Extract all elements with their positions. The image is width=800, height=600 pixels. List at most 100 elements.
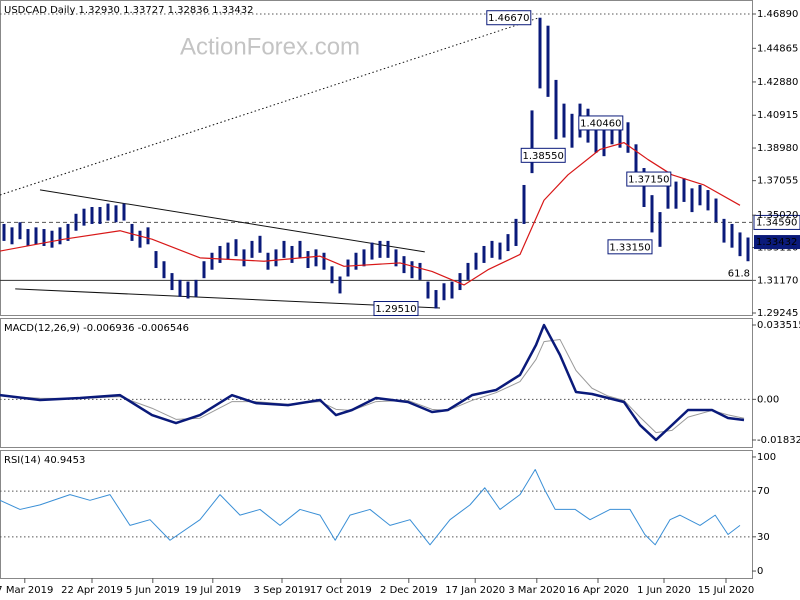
price-bar bbox=[402, 256, 406, 274]
price-bar bbox=[186, 281, 190, 299]
price-bar bbox=[146, 227, 150, 245]
y-tick-label: 1.38980 bbox=[757, 143, 798, 154]
price-bar bbox=[114, 205, 118, 223]
price-bar bbox=[130, 223, 134, 241]
annotation-label: 1.46670 bbox=[488, 13, 529, 24]
price-bar bbox=[490, 240, 494, 258]
price-bar bbox=[714, 198, 718, 223]
price-bar bbox=[722, 218, 726, 243]
price-bar bbox=[346, 259, 350, 277]
series-line bbox=[0, 469, 741, 546]
price-bar bbox=[82, 208, 86, 226]
price-bar bbox=[602, 122, 606, 157]
price-bar bbox=[570, 113, 574, 148]
x-tick-label: 19 Jul 2019 bbox=[184, 585, 241, 596]
price-bar bbox=[418, 262, 422, 280]
price-bar bbox=[90, 207, 94, 224]
title-bg bbox=[2, 3, 6, 4]
x-tick-label: 7 Mar 2019 bbox=[0, 585, 53, 596]
price-bar bbox=[450, 281, 454, 299]
price-bar bbox=[674, 181, 678, 209]
price-bar bbox=[410, 261, 414, 279]
y-tick-label: 1.29245 bbox=[757, 308, 798, 319]
annotation-label: 1.29510 bbox=[375, 304, 416, 315]
price-bar bbox=[362, 249, 366, 267]
title-bg bbox=[2, 453, 6, 454]
price-bar bbox=[250, 240, 254, 258]
y-tick-label: -0.018324 bbox=[757, 435, 800, 446]
price-bar bbox=[546, 25, 550, 97]
price-bar bbox=[434, 290, 438, 309]
price-bar bbox=[306, 251, 310, 269]
price-bar bbox=[642, 168, 646, 208]
price-bar bbox=[18, 222, 22, 240]
annotation-label: 1.33150 bbox=[609, 242, 650, 253]
price-bar bbox=[258, 235, 262, 253]
x-tick-label: 5 Jun 2019 bbox=[126, 585, 180, 596]
x-tick-label: 1 Jun 2020 bbox=[637, 585, 691, 596]
x-tick-label: 15 Jul 2020 bbox=[698, 585, 755, 596]
annotation-label: 1.40460 bbox=[580, 118, 621, 129]
price-bar bbox=[330, 266, 334, 284]
x-tick-label: 2 Dec 2019 bbox=[380, 585, 438, 596]
price-bar bbox=[738, 232, 742, 257]
panel-title: MACD(12,26,9) -0.006936 -0.006546 bbox=[4, 323, 189, 334]
price-bar bbox=[442, 283, 446, 301]
price-bar bbox=[74, 213, 78, 231]
price-bar bbox=[322, 252, 326, 270]
price-bar bbox=[658, 212, 662, 247]
title-bg bbox=[2, 321, 6, 322]
y-tick-label: 70 bbox=[757, 486, 770, 497]
price-bar bbox=[122, 203, 126, 221]
x-tick-label: 17 Oct 2019 bbox=[310, 585, 372, 596]
price-bar bbox=[610, 123, 614, 145]
y-tick-label: 0 bbox=[757, 566, 763, 577]
series-line bbox=[0, 338, 745, 434]
panel-title: USDCAD Daily 1.32930 1.33727 1.32836 1.3… bbox=[4, 5, 254, 16]
price-bar bbox=[426, 281, 430, 299]
price-bar bbox=[466, 262, 470, 280]
annotation-label: 1.38550 bbox=[523, 151, 564, 162]
price-bar bbox=[290, 245, 294, 263]
price-bar bbox=[282, 240, 286, 258]
price-bar bbox=[618, 117, 622, 148]
price-bar bbox=[530, 110, 534, 174]
trendline bbox=[15, 288, 441, 309]
price-bar bbox=[482, 245, 486, 263]
y-tick-label: 1.37055 bbox=[757, 176, 798, 187]
annotation-box bbox=[578, 115, 624, 131]
price-bar bbox=[106, 203, 110, 221]
price-bar bbox=[314, 249, 318, 267]
price-bar bbox=[154, 251, 158, 269]
y-tick-label: 1.31170 bbox=[757, 275, 798, 286]
price-bar bbox=[354, 252, 358, 270]
last-price-label: 1.33432 bbox=[756, 237, 797, 248]
price-bar bbox=[170, 273, 174, 291]
y-tick-label: 30 bbox=[757, 532, 770, 543]
x-tick-label: 17 Jan 2020 bbox=[445, 585, 505, 596]
price-bar bbox=[178, 279, 182, 297]
y-tick-label: 1.40915 bbox=[757, 110, 798, 121]
price-bar bbox=[138, 230, 142, 248]
level-ratio: 61.8 bbox=[728, 268, 750, 279]
x-tick-label: 3 Sep 2019 bbox=[253, 585, 310, 596]
price-bar bbox=[370, 242, 374, 260]
price-bar bbox=[626, 122, 630, 153]
panel-frame bbox=[0, 0, 753, 316]
price-bar bbox=[234, 239, 238, 257]
x-tick-label: 3 Mar 2020 bbox=[508, 585, 565, 596]
annotation-box bbox=[607, 239, 653, 255]
price-bar bbox=[506, 234, 510, 252]
price-bar bbox=[650, 195, 654, 233]
price-bar bbox=[26, 229, 30, 246]
level-label: 1.34590 bbox=[756, 217, 797, 228]
series-line bbox=[0, 323, 745, 442]
price-bar bbox=[634, 144, 638, 179]
price-bar bbox=[226, 242, 230, 260]
price-bar bbox=[698, 184, 702, 206]
price-bar bbox=[242, 249, 246, 267]
panel-frame bbox=[0, 450, 753, 579]
level-label-box bbox=[753, 214, 800, 230]
price-bar bbox=[378, 240, 382, 258]
